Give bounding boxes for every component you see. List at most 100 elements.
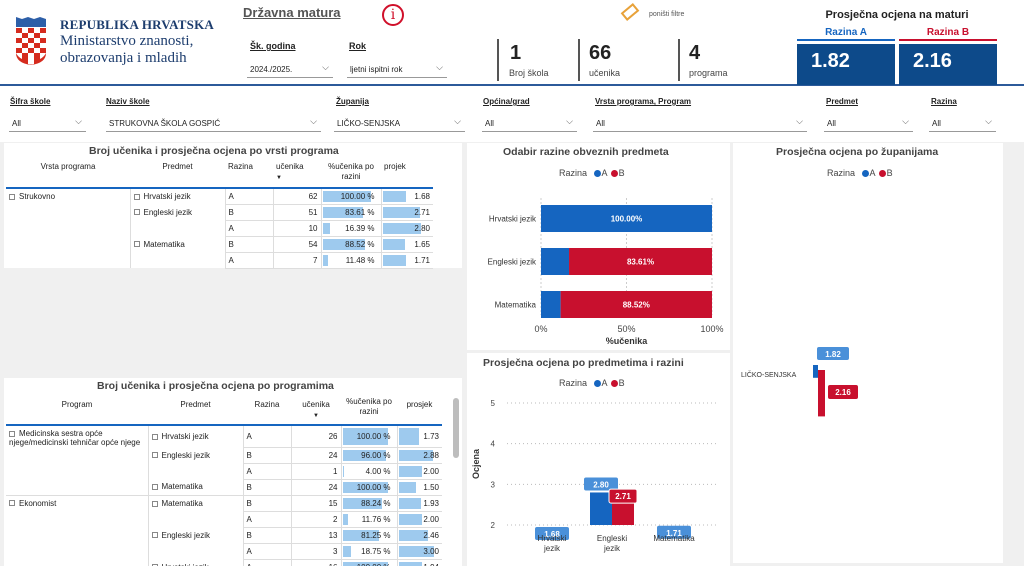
- column-header-average[interactable]: prosjek: [406, 400, 433, 409]
- expand-checkbox-icon[interactable]: [133, 241, 140, 248]
- column-header-level[interactable]: Razina: [254, 400, 280, 409]
- column-header-average[interactable]: projek: [384, 162, 406, 171]
- table-row[interactable]: Strukovno Hrvatski jezik A 62 100.00 % 1.68: [6, 188, 433, 205]
- category-label: jezik: [603, 544, 621, 553]
- percent-cell: 81.25 %: [340, 527, 397, 544]
- sort-descending-icon: ▼: [313, 413, 319, 419]
- column-header-subject[interactable]: Predmet: [162, 162, 193, 171]
- filter-school-name-select[interactable]: STRUKOVNA ŠKOLA GOSPIĆ ⌵: [106, 115, 321, 132]
- program-cell: [6, 559, 148, 566]
- filter-county-select[interactable]: LIČKO-SENJSKA ⌵: [334, 115, 465, 132]
- vertical-scrollbar[interactable]: [453, 398, 459, 458]
- expand-checkbox-icon[interactable]: [151, 484, 158, 491]
- chevron-down-icon: ⌵: [436, 62, 443, 72]
- filter-program-select[interactable]: All ⌵: [593, 115, 807, 132]
- term-filter-value: ljetni ispitni rok: [350, 65, 403, 74]
- table-row[interactable]: A 7 11.48 % 1.71: [6, 252, 433, 269]
- filter-subject-value: All: [827, 119, 836, 128]
- program-cell: [6, 543, 148, 559]
- expand-checkbox-icon[interactable]: [133, 193, 140, 200]
- percent-value: 100.00 %: [357, 563, 391, 566]
- percent-bar: [342, 513, 348, 525]
- table-row[interactable]: Matematika B 54 88.52 % 1.65: [6, 236, 433, 253]
- term-filter-select[interactable]: ljetni ispitni rok ⌵: [347, 61, 447, 78]
- percent-cell: 18.75 %: [340, 543, 397, 560]
- students-cell: 7: [272, 252, 321, 269]
- table-row[interactable]: Ekonomist Matematika B 15 88.24 % 1.93: [6, 495, 442, 512]
- expand-checkbox-icon[interactable]: [151, 433, 158, 440]
- legend-a-dot: [593, 380, 601, 388]
- subject-cell: Engleski jezik: [129, 204, 225, 220]
- column-header-level[interactable]: Razina: [228, 162, 253, 171]
- clear-filters-button[interactable]: poništi filtre: [620, 3, 700, 25]
- expand-checkbox-icon[interactable]: [151, 452, 158, 459]
- table-row[interactable]: Matematika B 24 100.00 % 1.50: [6, 479, 442, 496]
- percent-value: 81.25 %: [361, 530, 391, 540]
- average-cell: 1.73: [396, 425, 442, 448]
- percent-cell: 100.00 %: [340, 479, 397, 496]
- expand-checkbox-icon[interactable]: [9, 500, 15, 507]
- average-cell: 1.71: [380, 252, 433, 269]
- column-header-program-type[interactable]: Vrsta programa: [40, 162, 96, 171]
- column-header-program[interactable]: Program: [61, 400, 93, 409]
- filter-municipality-select[interactable]: All ⌵: [482, 115, 577, 132]
- percent-bar: [322, 206, 363, 218]
- x-tick-label: 0%: [534, 324, 547, 334]
- students-cell: 2: [290, 511, 341, 528]
- level-choice-chart-title: Odabir razine obveznih predmeta: [503, 146, 669, 158]
- percent-bar: [322, 191, 371, 202]
- filter-school-code-select[interactable]: All ⌵: [9, 115, 86, 132]
- column-header-students[interactable]: učenika ▼: [291, 395, 341, 425]
- table-row[interactable]: A 10 16.39 % 2.80: [6, 220, 433, 237]
- filter-subject-select[interactable]: All ⌵: [824, 115, 913, 132]
- table-row[interactable]: Medicinska sestra opće njege/medicinski …: [6, 425, 442, 448]
- year-filter-select[interactable]: 2024./2025. ⌵: [247, 61, 333, 78]
- percent-cell: 88.52 %: [320, 236, 381, 253]
- legend-b-label: B: [618, 168, 625, 178]
- chevron-down-icon: ⌵: [310, 116, 317, 126]
- column-header-percent[interactable]: %učenika po razini: [346, 397, 392, 416]
- level-cell: A: [242, 463, 291, 480]
- average-cell: 2.80: [380, 220, 433, 237]
- level-cell: A: [242, 425, 291, 448]
- program-cell: [6, 511, 148, 527]
- kpi-programs-label: programa: [689, 68, 728, 78]
- data-label: 100.00%: [611, 215, 643, 224]
- filter-level-select[interactable]: All ⌵: [929, 115, 996, 132]
- average-bar: [398, 465, 423, 477]
- average-cell: 2.71: [380, 204, 433, 221]
- table-row[interactable]: Hrvatski jezik A16 100.00 % 1.94: [6, 559, 442, 566]
- average-value: 1.93: [423, 498, 439, 508]
- table-row[interactable]: Engleski jezik B 13 81.25 % 2.46: [6, 527, 442, 544]
- expand-checkbox-icon[interactable]: [133, 209, 140, 216]
- program-cell: [6, 220, 130, 236]
- kpi-programs-value: 4: [689, 42, 701, 64]
- table-by-program-type-panel: Broj učenika i prosječna ocjena po vrsti…: [4, 143, 462, 269]
- expand-checkbox-icon[interactable]: [151, 500, 158, 507]
- info-icon[interactable]: i: [382, 4, 404, 26]
- average-value: 3.00: [423, 546, 439, 556]
- expand-checkbox-icon[interactable]: [9, 193, 15, 200]
- expand-checkbox-icon[interactable]: [151, 532, 158, 539]
- table-row[interactable]: A 2 11.76 % 2.00: [6, 511, 442, 528]
- table-row[interactable]: Engleski jezik B 24 96.00 % 2.88: [6, 447, 442, 464]
- students-cell: 24: [290, 447, 341, 464]
- table-row[interactable]: A 3 18.75 % 3.00: [6, 543, 442, 560]
- column-header-students[interactable]: učenika ▼: [273, 160, 321, 188]
- average-value: 2.71: [414, 207, 430, 217]
- column-header-percent[interactable]: %učenika po razini: [328, 162, 374, 181]
- category-label: Matematika: [495, 301, 537, 310]
- bar-level-a: [590, 492, 612, 525]
- ministry-line2: obrazovanja i mladih: [60, 50, 187, 66]
- data-label-a: 2.80: [593, 480, 609, 489]
- expand-checkbox-icon[interactable]: [151, 564, 158, 566]
- column-header-subject[interactable]: Predmet: [180, 400, 211, 409]
- chevron-down-icon: ⌵: [454, 116, 461, 126]
- table-row[interactable]: A 1 4.00 % 2.00: [6, 463, 442, 480]
- data-label-badge-a: [584, 477, 618, 491]
- students-cell: 16: [290, 559, 341, 566]
- chevron-down-icon: ⌵: [902, 116, 909, 126]
- program-cell: [6, 447, 148, 463]
- table-row[interactable]: Engleski jezik B 51 83.61 % 2.71: [6, 204, 433, 221]
- expand-checkbox-icon[interactable]: [9, 430, 15, 437]
